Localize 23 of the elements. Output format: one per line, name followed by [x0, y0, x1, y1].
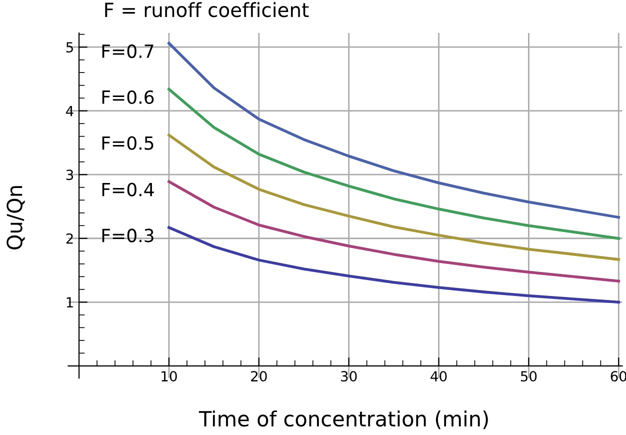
y-tick-label: 1: [66, 297, 73, 308]
x-tick-label: 50: [520, 371, 537, 382]
line-series: [168, 134, 620, 261]
y-axis-title: Qu/Qn: [6, 186, 25, 250]
x-axis-title: Time of concentration (min): [198, 410, 488, 430]
x-tick-label: 40: [430, 371, 447, 382]
y-tick-label: 2: [66, 233, 73, 244]
line-series: [168, 42, 620, 219]
y-tick-label: 5: [66, 42, 73, 53]
line-series: [168, 88, 620, 240]
line-series: [168, 180, 620, 282]
x-tick-label: 10: [162, 371, 177, 382]
series-label: F=0.4: [102, 182, 154, 196]
line-series: [168, 226, 620, 304]
series-label: F=0.7: [102, 44, 154, 58]
y-tick-label: 4: [66, 106, 74, 116]
series-label: F=0.5: [102, 136, 154, 150]
x-tick-label: 30: [341, 371, 357, 382]
chart-title: F = runoff coefficient: [105, 2, 309, 18]
y-tick-label: 3: [66, 170, 74, 180]
series-label: F=0.3: [102, 228, 154, 242]
x-tick-label: 20: [251, 371, 267, 382]
series-label: F=0.6: [102, 90, 154, 104]
